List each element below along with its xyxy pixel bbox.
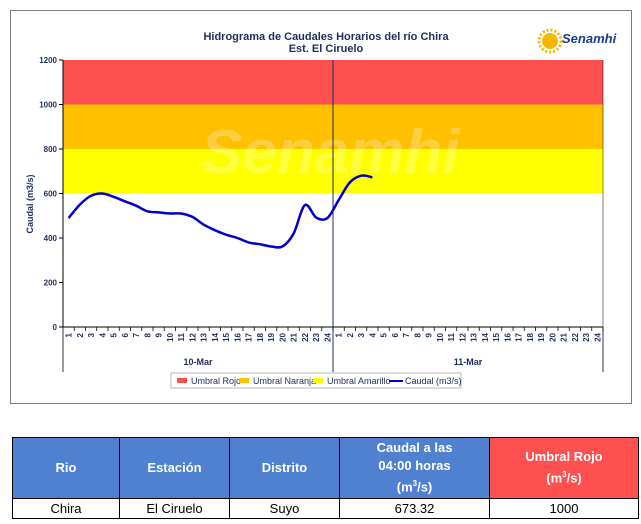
y-tick-label-6: 1200 <box>39 56 57 65</box>
x-tick-label-8: 9 <box>155 332 164 337</box>
header-distrito: Distrito <box>229 437 340 499</box>
x-tick-label-42: 19 <box>537 332 546 341</box>
x-tick-label-0: 1 <box>65 332 74 337</box>
x-tick-label-27: 4 <box>368 332 377 337</box>
x-tick-label-35: 12 <box>458 332 467 341</box>
x-tick-label-25: 2 <box>346 332 355 337</box>
x-tick-label-5: 6 <box>121 332 130 337</box>
x-group-label-1: 11-Mar <box>454 357 483 367</box>
legend: Umbral Rojo Umbral Naranja Umbral Amarillo… <box>170 372 462 389</box>
x-tick-label-22: 23 <box>312 332 321 341</box>
x-tick-label-3: 4 <box>98 332 107 337</box>
logo-text: Senamhi <box>562 31 617 46</box>
legend-label-1: Umbral Naranja <box>253 376 316 386</box>
x-tick-label-14: 15 <box>222 332 231 341</box>
x-tick-label-40: 17 <box>515 332 524 341</box>
x-tick-label-6: 7 <box>132 332 141 337</box>
header-caudal-unit-post: /s) <box>417 479 433 495</box>
legend-swatch-0 <box>177 378 187 383</box>
x-tick-label-2: 3 <box>87 332 96 337</box>
header-umbral-unit-pre: (m <box>546 470 563 486</box>
x-tick-label-15: 16 <box>233 332 242 341</box>
y-tick-label-2: 400 <box>44 234 58 243</box>
x-tick-label-17: 18 <box>256 332 265 341</box>
legend-label-0: Umbral Rojo <box>191 376 241 386</box>
header-umbral: Umbral Rojo (m3/s) <box>489 437 639 499</box>
x-tick-label-32: 9 <box>425 332 434 337</box>
y-tick-label-4: 800 <box>44 145 58 154</box>
header-caudal-unit-pre: (m <box>396 479 413 495</box>
x-tick-label-4: 5 <box>110 332 119 337</box>
series-line-0 <box>67 174 373 249</box>
x-tick-label-39: 16 <box>503 332 512 341</box>
x-tick-label-9: 10 <box>166 332 175 341</box>
cell-umbral: 1000 <box>489 498 639 519</box>
x-tick-label-31: 8 <box>413 332 422 337</box>
x-tick-label-7: 8 <box>143 332 152 337</box>
header-umbral-unit-sup: 3 <box>562 470 567 480</box>
chart-title: Hidrograma de Caudales Horarios del río … <box>203 31 449 43</box>
x-tick-label-47: 24 <box>593 332 602 341</box>
x-tick-label-24: 1 <box>335 332 344 337</box>
series-layer <box>67 174 373 249</box>
chart-frame: Senamhi 0 200 400 600 800 1000 1200 1 2 3 4 5 6 7 8 9 10… <box>10 10 632 404</box>
y-axis-label: Caudal (m3/s) <box>25 174 35 233</box>
watermark-text: Senamhi <box>201 118 461 187</box>
y-tick-label-5: 1000 <box>39 101 57 110</box>
cell-caudal: 673.32 <box>339 498 490 519</box>
chart-subtitle: Est. El Ciruelo <box>289 43 364 55</box>
x-tick-label-45: 22 <box>571 332 580 341</box>
x-tick-label-33: 10 <box>436 332 445 341</box>
y-tick-label-1: 200 <box>44 279 58 288</box>
x-tick-label-37: 14 <box>481 332 490 341</box>
x-tick-label-36: 13 <box>470 332 479 341</box>
x-tick-label-21: 22 <box>301 332 310 341</box>
senamhi-logo: Senamhi <box>537 28 617 54</box>
header-umbral-unit-post: /s) <box>566 470 582 486</box>
header-rio: Rio <box>12 437 120 499</box>
x-tick-label-41: 18 <box>526 332 535 341</box>
x-tick-label-26: 3 <box>357 332 366 337</box>
x-tick-label-38: 15 <box>492 332 501 341</box>
cell-rio: Chira <box>12 498 120 519</box>
x-tick-label-29: 6 <box>391 332 400 337</box>
x-tick-label-16: 17 <box>245 332 254 341</box>
x-tick-label-30: 7 <box>402 332 411 337</box>
x-tick-label-43: 20 <box>548 332 557 341</box>
x-tick-label-13: 14 <box>211 332 220 341</box>
x-tick-label-11: 12 <box>188 332 197 341</box>
x-tick-label-1: 2 <box>76 332 85 337</box>
station-info-table: Rio Estación Distrito Caudal a las 04:00… <box>12 437 639 519</box>
x-tick-label-46: 23 <box>582 332 591 341</box>
x-tick-label-23: 24 <box>323 332 332 341</box>
x-tick-label-12: 13 <box>200 332 209 341</box>
y-tick-label-3: 600 <box>44 190 58 199</box>
cell-distrito: Suyo <box>229 498 340 519</box>
header-caudal-line2: 04:00 horas <box>378 458 451 474</box>
x-tick-label-19: 20 <box>278 332 287 341</box>
cell-estacion: El Ciruelo <box>119 498 230 519</box>
y-tick-label-0: 0 <box>53 323 58 332</box>
x-tick-label-34: 11 <box>447 332 456 341</box>
x-tick-label-44: 21 <box>560 332 569 341</box>
table-row: Chira El Ciruelo Suyo 673.32 1000 <box>12 498 639 519</box>
header-estacion: Estación <box>119 437 230 499</box>
x-tick-label-20: 21 <box>290 332 299 341</box>
header-umbral-line1: Umbral Rojo <box>525 449 603 465</box>
x-group-label-0: 10-Mar <box>183 357 213 367</box>
header-caudal-unit-sup: 3 <box>412 479 418 489</box>
legend-label-2: Umbral Amarillo <box>327 376 391 386</box>
legend-swatch-2 <box>313 378 323 383</box>
header-caudal-line1: Caudal a las <box>376 440 453 456</box>
header-caudal: Caudal a las 04:00 horas (m3/s) <box>339 437 490 499</box>
x-tick-label-10: 11 <box>177 332 186 341</box>
legend-swatch-1 <box>239 378 249 383</box>
x-tick-label-18: 19 <box>267 332 276 341</box>
sun-icon <box>542 33 558 49</box>
x-tick-label-28: 5 <box>380 332 389 337</box>
legend-label-3: Caudal (m3/s) <box>405 376 462 386</box>
